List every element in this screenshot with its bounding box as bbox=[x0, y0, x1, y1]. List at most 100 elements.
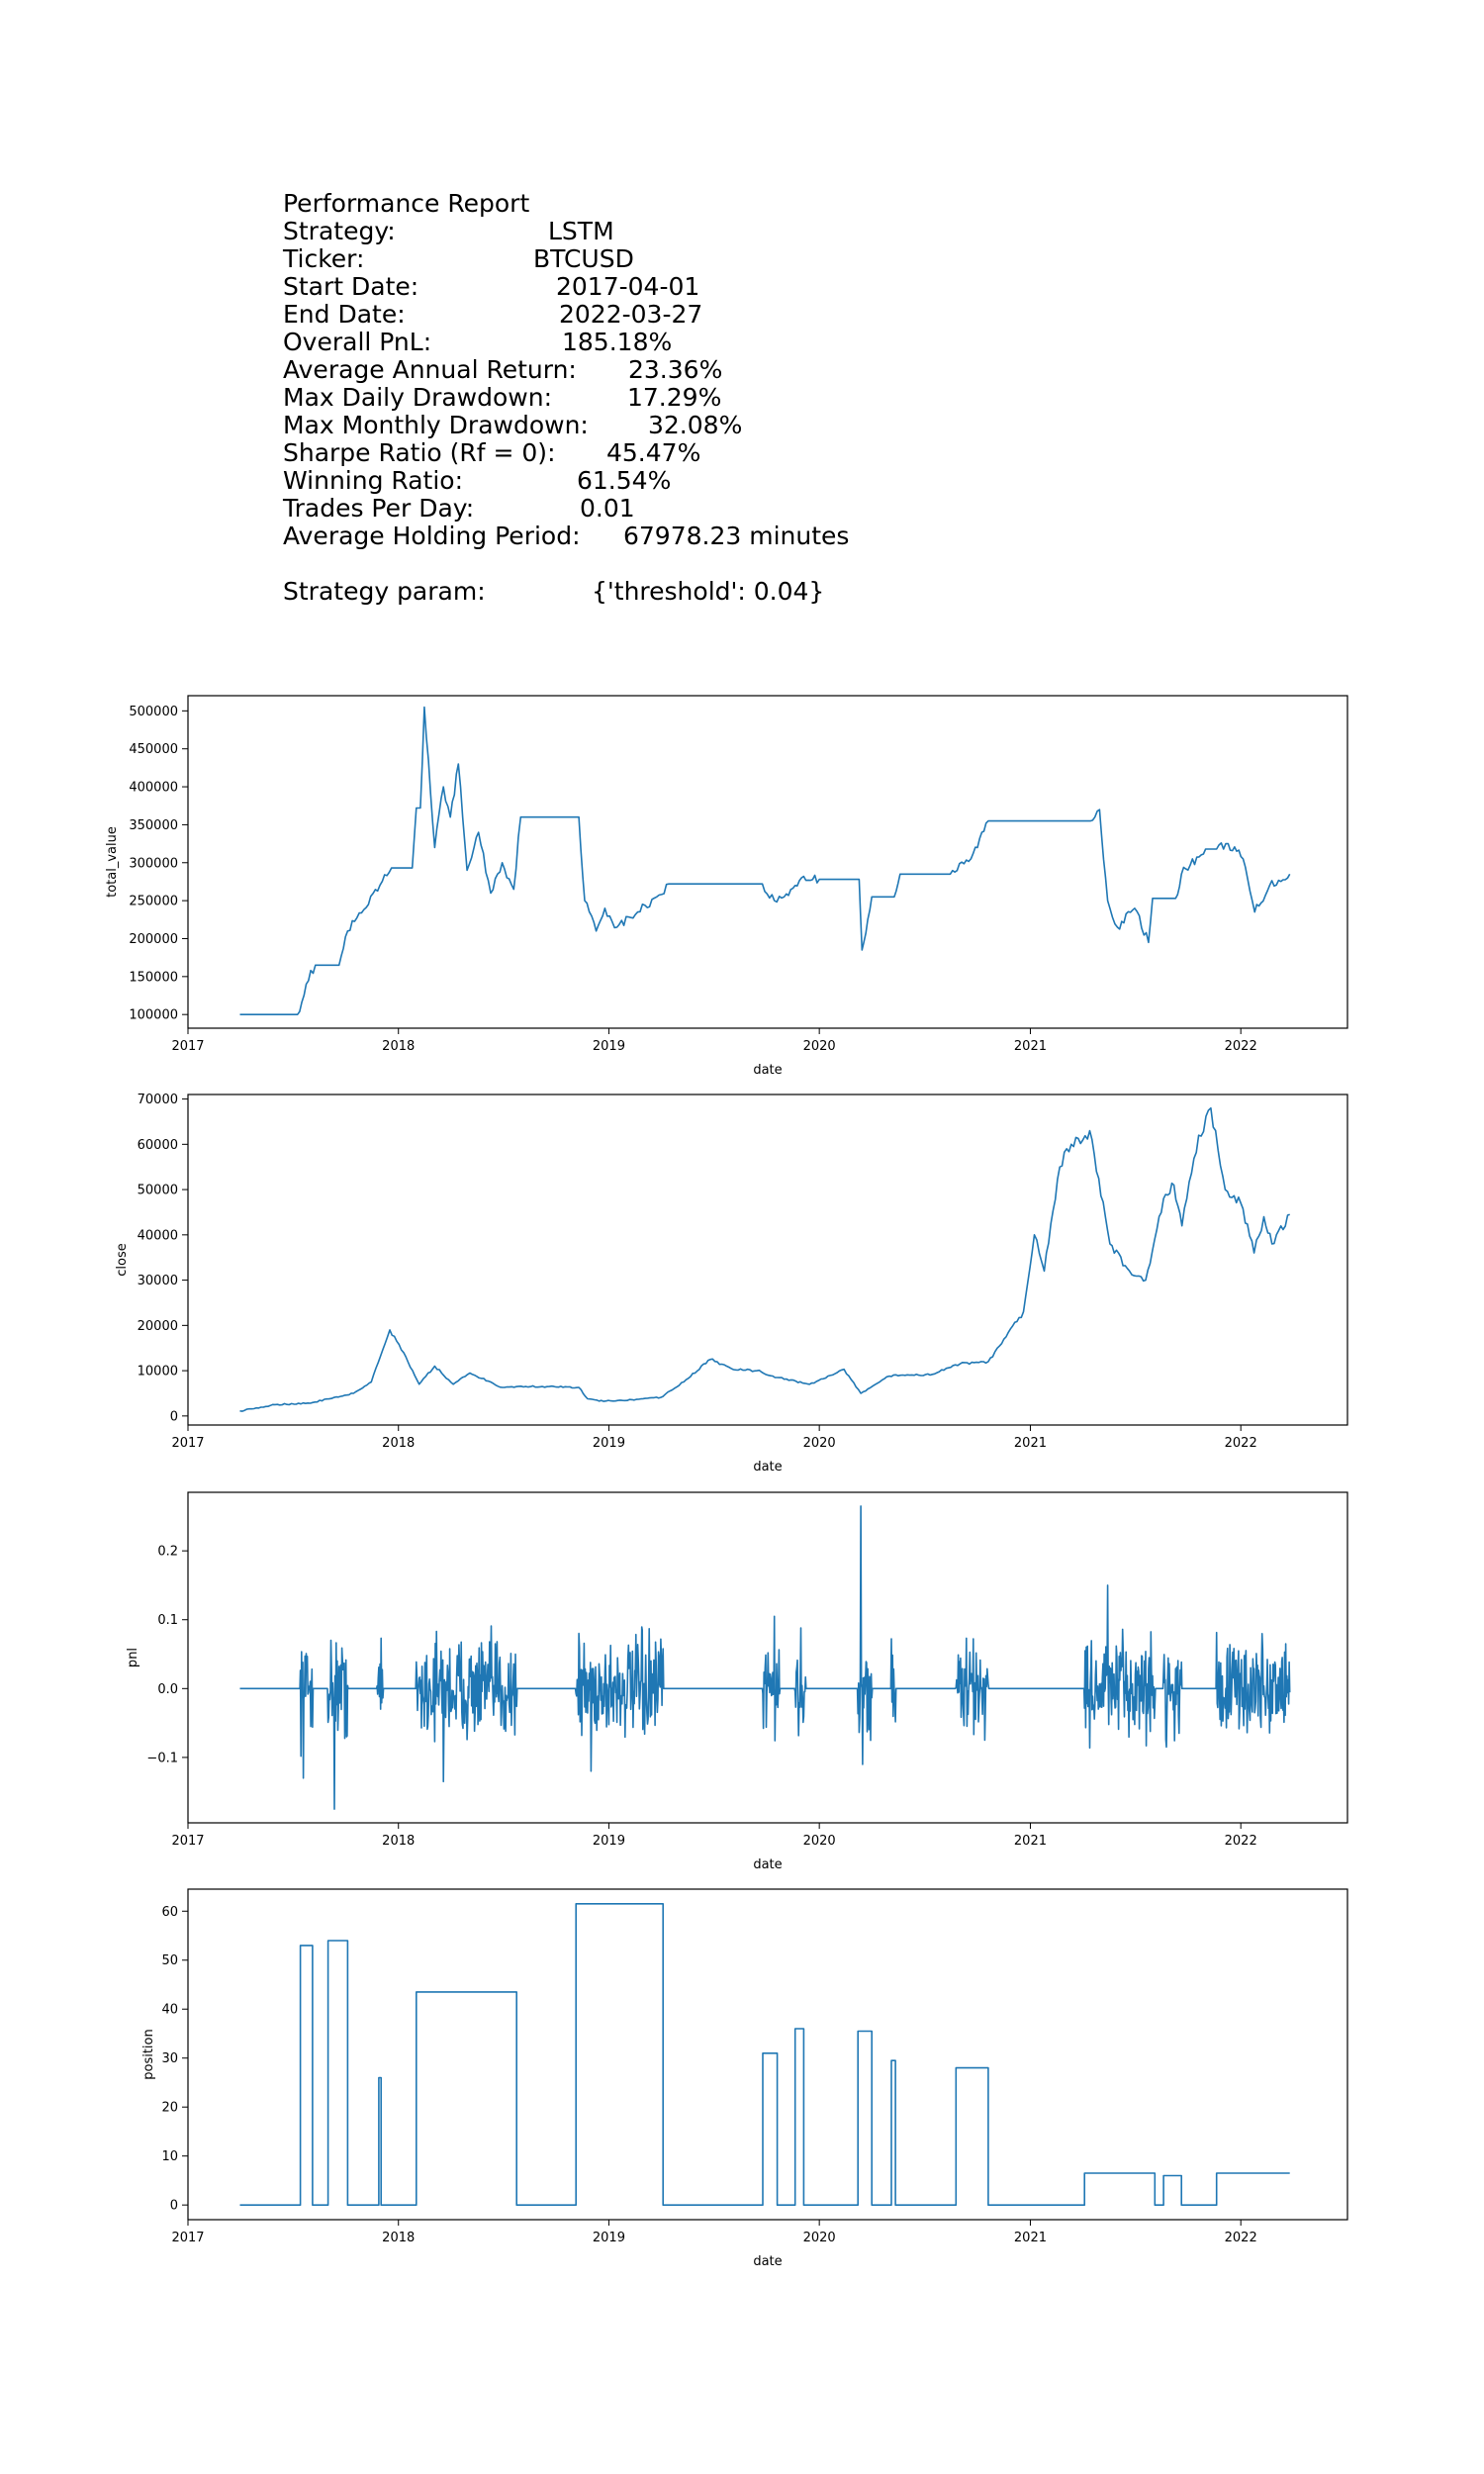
row-value: 2017-04-01 bbox=[556, 272, 700, 301]
y-tick-label: 250000 bbox=[129, 895, 178, 909]
y-tick-label: 70000 bbox=[138, 1093, 178, 1107]
y-tick-label: 0.2 bbox=[157, 1545, 178, 1560]
row-value: BTCUSD bbox=[533, 244, 634, 273]
y-axis-label: pnl bbox=[126, 1648, 140, 1667]
y-tick-label: 350000 bbox=[129, 818, 178, 833]
x-tick-label: 2019 bbox=[593, 2231, 625, 2245]
y-tick-label: 40 bbox=[161, 2003, 178, 2018]
x-tick-label: 2020 bbox=[803, 2231, 836, 2245]
row-value: {'threshold': 0.04} bbox=[592, 577, 825, 606]
series-line bbox=[239, 706, 1291, 1015]
x-tick-label: 2019 bbox=[593, 1436, 625, 1451]
row-value: 45.47% bbox=[606, 438, 701, 467]
x-tick-label: 2021 bbox=[1014, 1039, 1047, 1054]
y-tick-label: 40000 bbox=[138, 1228, 178, 1243]
y-tick-label: 450000 bbox=[129, 742, 178, 757]
y-tick-label: 30000 bbox=[138, 1274, 178, 1288]
x-tick-label: 2022 bbox=[1225, 2231, 1257, 2245]
y-tick-label: 100000 bbox=[129, 1008, 178, 1023]
x-tick-label: 2018 bbox=[382, 1834, 415, 1849]
y-tick-label: 20000 bbox=[138, 1319, 178, 1334]
row-label: Strategy param: bbox=[283, 577, 486, 606]
x-tick-label: 2017 bbox=[171, 2231, 204, 2245]
row-label: Overall PnL: bbox=[283, 328, 432, 356]
x-tick-label: 2021 bbox=[1014, 1436, 1047, 1451]
row-label: Average Annual Return: bbox=[283, 355, 577, 384]
x-tick-label: 2020 bbox=[803, 1039, 836, 1054]
series-line bbox=[239, 1903, 1290, 2206]
row-value: 2022-03-27 bbox=[559, 300, 703, 329]
x-tick-label: 2022 bbox=[1225, 1039, 1257, 1054]
row-label: Sharpe Ratio (Rf = 0): bbox=[283, 438, 556, 467]
row-value: 67978.23 minutes bbox=[623, 522, 850, 550]
y-tick-label: 60000 bbox=[138, 1138, 178, 1153]
x-tick-label: 2020 bbox=[803, 1834, 836, 1849]
plot-frame bbox=[187, 1094, 1348, 1426]
y-axis-label: position bbox=[141, 2029, 156, 2080]
chart-panel-3: 2017 2018 2019 2020 2021 2022 −0.1 0.0 0.1 0.2 dat… bbox=[126, 1491, 1348, 1872]
row-label: Ticker: bbox=[283, 244, 365, 273]
row-value: 0.01 bbox=[580, 494, 635, 523]
x-tick-label: 2021 bbox=[1014, 2231, 1047, 2245]
row-label: Start Date: bbox=[283, 272, 419, 301]
y-tick-label: 50 bbox=[161, 1953, 178, 1968]
row-value: 61.54% bbox=[577, 466, 672, 495]
x-axis-label: date bbox=[753, 1063, 782, 1078]
y-tick-label: 60 bbox=[161, 1905, 178, 1920]
chart-panel-2: 2017 2018 2019 2020 2021 2022 0 10000 20000 30000… bbox=[115, 1093, 1348, 1475]
y-tick-label: 20 bbox=[161, 2101, 178, 2116]
row-value: 23.36% bbox=[628, 355, 723, 384]
y-tick-label: 30 bbox=[161, 2051, 178, 2066]
y-tick-label: 0.0 bbox=[157, 1682, 178, 1697]
y-axis-label: close bbox=[115, 1243, 130, 1276]
row-label: Max Daily Drawdown: bbox=[283, 383, 553, 412]
x-axis-label: date bbox=[753, 1460, 782, 1475]
row-label: Winning Ratio: bbox=[283, 466, 464, 495]
y-tick-label: 0 bbox=[170, 1409, 178, 1424]
y-tick-label: 500000 bbox=[129, 705, 178, 719]
x-tick-label: 2017 bbox=[171, 1834, 204, 1849]
y-tick-label: 0.1 bbox=[157, 1613, 178, 1628]
x-tick-label: 2022 bbox=[1225, 1834, 1257, 1849]
x-tick-label: 2018 bbox=[382, 2231, 415, 2245]
row-value: 17.29% bbox=[627, 383, 722, 412]
x-tick-label: 2019 bbox=[593, 1039, 625, 1054]
y-tick-label: 200000 bbox=[129, 932, 178, 947]
x-axis-label: date bbox=[753, 2254, 782, 2269]
series-line bbox=[239, 1106, 1290, 1412]
row-label: Strategy: bbox=[283, 217, 396, 245]
y-tick-label: −0.1 bbox=[146, 1751, 178, 1765]
y-axis-label: total_value bbox=[105, 826, 120, 898]
plot-frame bbox=[187, 695, 1348, 1029]
chart-panel-4: 2017 2018 2019 2020 2021 2022 0 10 20 30 40 50 60 dat… bbox=[141, 1888, 1348, 2269]
y-tick-label: 400000 bbox=[129, 781, 178, 796]
y-tick-label: 0 bbox=[170, 2199, 178, 2214]
row-value: 185.18% bbox=[562, 328, 673, 356]
row-label: Max Monthly Drawdown: bbox=[283, 411, 589, 439]
y-tick-label: 300000 bbox=[129, 856, 178, 871]
y-tick-label: 10 bbox=[161, 2149, 178, 2164]
x-tick-label: 2018 bbox=[382, 1436, 415, 1451]
report-title: Performance Report bbox=[283, 189, 530, 218]
plot-frame bbox=[187, 1888, 1348, 2221]
y-tick-label: 150000 bbox=[129, 970, 178, 985]
series-line bbox=[239, 1505, 1291, 1810]
row-label: Average Holding Period: bbox=[283, 522, 581, 550]
x-tick-label: 2017 bbox=[171, 1039, 204, 1054]
x-axis-label: date bbox=[753, 1857, 782, 1872]
x-tick-label: 2021 bbox=[1014, 1834, 1047, 1849]
y-tick-label: 10000 bbox=[138, 1365, 178, 1380]
x-tick-label: 2020 bbox=[803, 1436, 836, 1451]
x-tick-label: 2022 bbox=[1225, 1436, 1257, 1451]
row-label: End Date: bbox=[283, 300, 406, 329]
x-tick-label: 2019 bbox=[593, 1834, 625, 1849]
x-tick-label: 2018 bbox=[382, 1039, 415, 1054]
plot-frame bbox=[187, 1491, 1348, 1824]
row-value: LSTM bbox=[548, 217, 614, 245]
row-label: Trades Per Day: bbox=[283, 494, 475, 523]
y-tick-label: 50000 bbox=[138, 1184, 178, 1198]
x-tick-label: 2017 bbox=[171, 1436, 204, 1451]
row-value: 32.08% bbox=[648, 411, 743, 439]
chart-panel-1: 2017 2018 2019 2020 2021 2022 100000 150000 2000… bbox=[105, 695, 1348, 1078]
